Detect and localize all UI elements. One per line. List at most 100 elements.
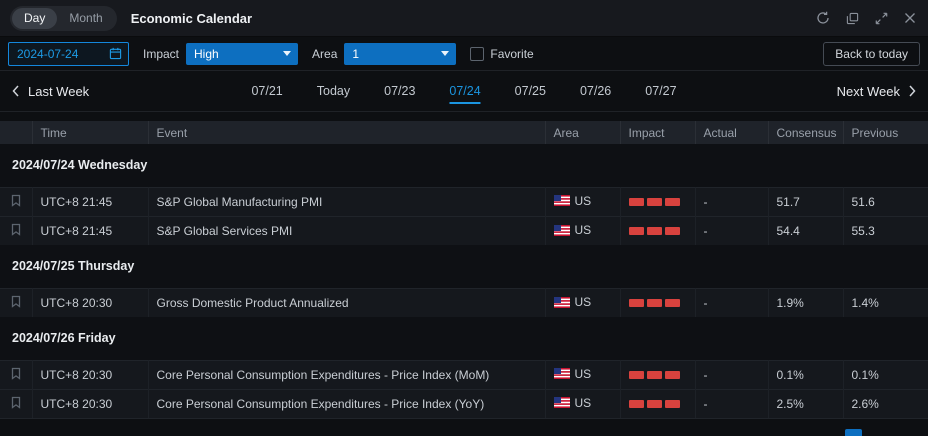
checkbox-box[interactable] — [470, 46, 485, 61]
event-impact — [620, 215, 696, 245]
column-header-bookmark — [0, 121, 33, 144]
event-actual: - — [695, 287, 769, 317]
us-flag-icon — [553, 296, 570, 308]
chevron-right-icon — [908, 85, 916, 97]
bookmark-icon[interactable] — [11, 367, 21, 380]
area-code: US — [574, 366, 592, 381]
event-impact — [620, 388, 696, 419]
last-week-button[interactable]: Last Week — [12, 84, 89, 99]
impact-selected-value: High — [194, 46, 219, 61]
impact-dropdown[interactable]: High — [186, 42, 299, 65]
close-icon[interactable] — [902, 10, 918, 26]
week-tab-today[interactable]: Today — [316, 84, 351, 98]
event-actual: - — [695, 186, 769, 216]
expand-icon[interactable] — [873, 10, 889, 26]
event-impact — [620, 287, 696, 317]
area-code: US — [574, 193, 592, 208]
bookmark-icon[interactable] — [11, 295, 21, 308]
event-row: UTC+8 21:45 S&P Global Manufacturing PMI U… — [0, 186, 928, 216]
event-consensus: 51.7 — [768, 186, 844, 216]
week-navigation: Last Week 07/21 Today 07/23 07/24 07/25 07/26… — [0, 70, 928, 112]
last-week-label: Last Week — [28, 83, 90, 99]
calendar-table: Time Event Area Impact Actual Consensus Previo… — [0, 121, 928, 419]
area-code: US — [574, 395, 592, 410]
refresh-icon[interactable] — [815, 10, 831, 26]
event-consensus: 54.4 — [768, 215, 844, 245]
impact-high-bars — [628, 399, 680, 408]
next-week-button[interactable]: Next Week — [837, 84, 916, 99]
favorite-checkbox[interactable]: Favorite — [470, 46, 534, 61]
page-title: Economic Calendar — [130, 10, 253, 26]
week-tab-07-24[interactable]: 07/24 — [449, 78, 481, 104]
date-group-header: 2024/07/24 Wednesday — [0, 144, 928, 187]
impact-high-bars — [628, 197, 680, 206]
event-area: US — [545, 359, 621, 389]
week-tab-07-21[interactable]: 07/21 — [251, 84, 283, 98]
week-tab-07-26[interactable]: 07/26 — [579, 84, 612, 98]
calendar-table-wrap: Time Event Area Impact Actual Consensus Previo… — [0, 121, 928, 419]
event-previous: 2.6% — [843, 388, 928, 419]
column-header-time: Time — [32, 121, 149, 144]
bookmark-icon[interactable] — [11, 396, 21, 409]
bookmark-icon[interactable] — [11, 194, 21, 207]
titlebar: Day Month Economic Calendar — [0, 0, 928, 37]
event-name: S&P Global Services PMI — [148, 215, 546, 245]
event-consensus: 1.9% — [768, 287, 844, 317]
event-previous: 55.3 — [843, 215, 928, 245]
column-header-consensus: Consensus — [768, 121, 844, 144]
day-month-toggle: Day Month — [10, 5, 117, 31]
chevron-down-icon — [441, 51, 450, 56]
back-to-today-button[interactable]: Back to today — [823, 41, 920, 66]
event-area: US — [545, 388, 621, 419]
week-tab-07-27[interactable]: 07/27 — [645, 84, 677, 98]
date-group-header: 2024/07/26 Friday — [0, 317, 928, 360]
impact-high-bars — [628, 370, 680, 379]
us-flag-icon — [553, 224, 570, 236]
filter-bar: 2024-07-24 Impact High Area 1 Favorite B… — [0, 37, 928, 70]
event-row: UTC+8 20:30 Gross Domestic Product Annual… — [0, 287, 928, 317]
event-area: US — [545, 287, 621, 317]
event-time: UTC+8 20:30 — [32, 388, 149, 419]
week-tabs: 07/21 Today 07/23 07/24 07/25 07/26 07/27 — [251, 78, 677, 104]
us-flag-icon — [553, 368, 570, 380]
event-consensus: 2.5% — [768, 388, 844, 419]
event-time: UTC+8 21:45 — [32, 215, 149, 245]
event-name: Core Personal Consumption Expenditures -… — [148, 359, 546, 389]
column-header-event: Event — [148, 121, 546, 144]
chevron-down-icon — [283, 51, 292, 56]
event-impact — [620, 359, 696, 389]
calendar-icon — [109, 47, 122, 60]
popout-icon[interactable] — [844, 10, 860, 26]
toggle-day[interactable]: Day — [12, 7, 58, 29]
week-tab-07-23[interactable]: 07/23 — [384, 84, 416, 98]
event-area: US — [545, 186, 621, 216]
event-name: Gross Domestic Product Annualized — [148, 287, 546, 317]
table-body: 2024/07/24 Wednesday UTC+8 21:45 S&P Globa… — [0, 144, 928, 419]
week-tab-07-25[interactable]: 07/25 — [514, 84, 546, 98]
event-name: S&P Global Manufacturing PMI — [148, 186, 546, 216]
event-consensus: 0.1% — [768, 359, 844, 389]
impact-high-bars — [628, 298, 680, 307]
area-label: Area — [312, 46, 338, 61]
event-previous: 0.1% — [843, 359, 928, 389]
column-header-area: Area — [545, 121, 621, 144]
event-previous: 1.4% — [843, 287, 928, 317]
area-dropdown[interactable]: 1 — [344, 42, 457, 65]
bottom-right-blue-fragment — [845, 429, 862, 436]
column-header-previous: Previous — [843, 121, 928, 144]
area-selected-value: 1 — [352, 46, 360, 61]
bookmark-icon[interactable] — [11, 223, 21, 236]
event-time: UTC+8 20:30 — [32, 359, 149, 389]
event-area: US — [545, 215, 621, 245]
us-flag-icon — [553, 397, 570, 409]
toggle-month[interactable]: Month — [69, 10, 103, 25]
date-picker-input[interactable]: 2024-07-24 — [8, 41, 129, 66]
us-flag-icon — [553, 195, 570, 207]
column-header-impact: Impact — [620, 121, 696, 144]
impact-high-bars — [628, 226, 680, 235]
event-row: UTC+8 20:30 Core Personal Consumption Exp… — [0, 388, 928, 419]
event-row: UTC+8 21:45 S&P Global Services PMI US -54.… — [0, 215, 928, 245]
chevron-left-icon — [12, 85, 20, 97]
column-header-actual: Actual — [695, 121, 769, 144]
area-code: US — [574, 295, 592, 309]
